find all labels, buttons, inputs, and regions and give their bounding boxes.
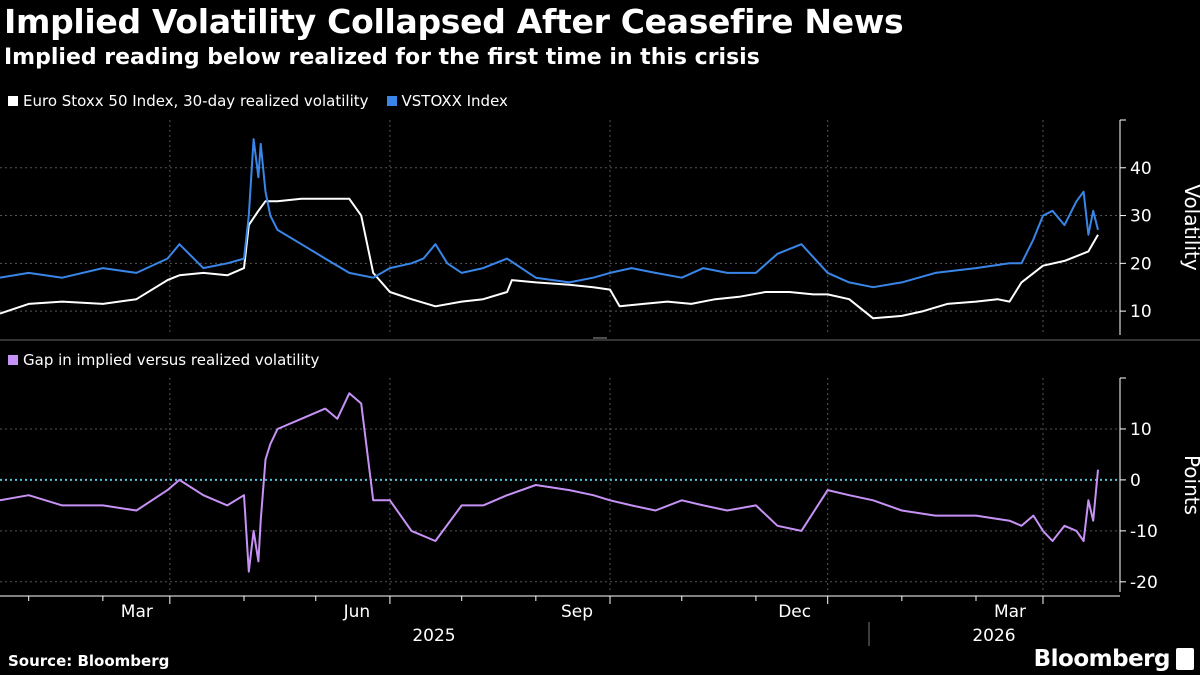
- lower-ytick-label-0: -20: [1130, 573, 1158, 593]
- legend-realized-label: Euro Stoxx 50 Index, 30-day realized vol…: [23, 92, 369, 110]
- lower-y-axis-title: Points: [1180, 455, 1200, 515]
- brand-mark-icon: [1176, 648, 1194, 670]
- x-tick-label-0: Mar: [121, 602, 153, 622]
- upper-ytick-label-3: 40: [1130, 159, 1152, 179]
- legend-gap-label: Gap in implied versus realized volatilit…: [23, 351, 320, 369]
- upper-ytick-label-1: 20: [1130, 254, 1152, 274]
- lower-series-gap: [0, 392, 1099, 573]
- upper-series-realized: [0, 197, 1099, 320]
- upper-y-axis-title: Volatility: [1180, 184, 1200, 271]
- lower-ytick-label-3: 10: [1130, 420, 1152, 440]
- year-label-2026: 2026: [972, 626, 1015, 646]
- upper-ytick-label-2: 30: [1130, 207, 1152, 227]
- chart-title: Implied Volatility Collapsed After Cease…: [4, 2, 904, 41]
- source-note: Source: Bloomberg: [8, 652, 170, 670]
- chart-subtitle: Implied reading below realized for the f…: [4, 45, 760, 70]
- x-tick-label-1: Jun: [343, 602, 371, 622]
- legend-implied: VSTOXX Index: [386, 92, 508, 110]
- upper-series-implied: [0, 138, 1099, 289]
- year-label-2025: 2025: [412, 626, 455, 646]
- lower-ytick-label-1: -10: [1130, 522, 1158, 542]
- lower-ytick-label-2: 0: [1130, 471, 1141, 491]
- bottom-legend: Gap in implied versus realized volatilit…: [8, 351, 319, 369]
- top-legend: Euro Stoxx 50 Index, 30-day realized vol…: [8, 92, 508, 110]
- legend-gap-swatch: [8, 355, 18, 365]
- legend-gap: Gap in implied versus realized volatilit…: [8, 351, 319, 369]
- x-tick-label-2: Sep: [561, 602, 593, 622]
- legend-implied-swatch: [386, 96, 397, 106]
- x-tick-label-4: Mar: [994, 602, 1026, 622]
- legend-realized-swatch: [8, 96, 18, 106]
- legend-implied-label: VSTOXX Index: [401, 92, 508, 110]
- x-tick-label-3: Dec: [778, 602, 811, 622]
- upper-ytick-label-0: 10: [1130, 302, 1152, 322]
- brand-logo: Bloomberg: [1033, 646, 1171, 672]
- legend-realized: Euro Stoxx 50 Index, 30-day realized vol…: [8, 92, 369, 110]
